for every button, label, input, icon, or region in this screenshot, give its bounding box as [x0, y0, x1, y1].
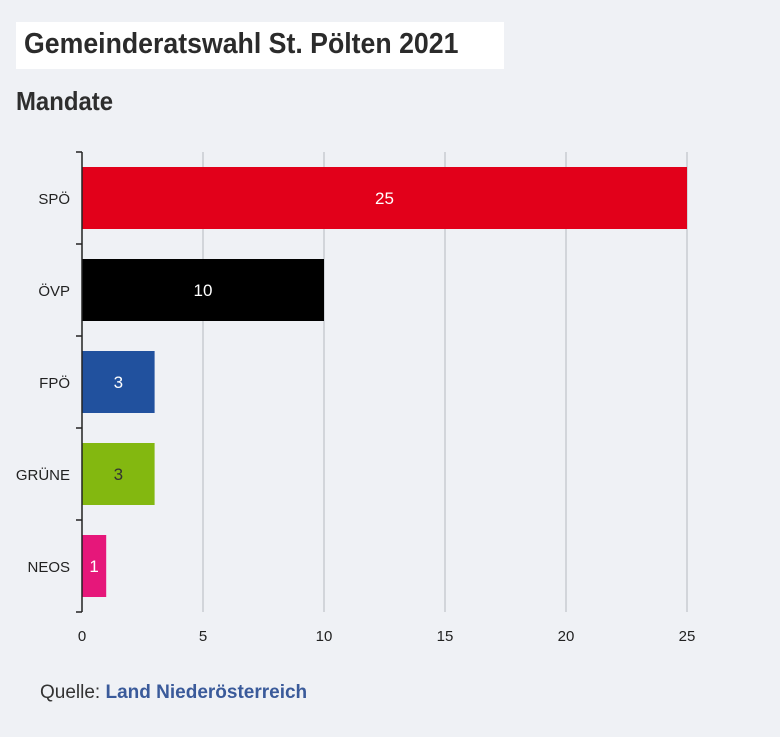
- category-label-3: GRÜNE: [16, 466, 70, 484]
- x-tick-label-2: 10: [316, 628, 333, 645]
- category-label-2: FPÖ: [39, 374, 70, 392]
- data-label-2: 3: [114, 373, 123, 392]
- bar-4: [82, 535, 107, 597]
- title-box: Gemeinderatswahl St. Pölten 2021: [16, 22, 505, 69]
- bar-2: [82, 351, 155, 413]
- x-tick-label-1: 5: [199, 628, 207, 645]
- data-label-4: 1: [89, 557, 98, 576]
- category-label-1: ÖVP: [38, 282, 70, 300]
- chart-title: Gemeinderatswahl St. Pölten 2021: [24, 28, 459, 60]
- data-label-3: 3: [114, 465, 123, 484]
- bar-chart: 25 SPÖ 10 ÖVP 3 FPÖ 3 GRÜNE 1 NEOS 0 5 10 15 20 25: [16, 151, 696, 645]
- category-label-4: NEOS: [27, 559, 70, 576]
- source-label: Quelle:: [40, 682, 101, 703]
- data-label-0: 25: [375, 189, 394, 208]
- bar-0: [82, 167, 687, 229]
- source-link[interactable]: Land Niederösterreich: [105, 682, 308, 703]
- x-tick-label-0: 0: [78, 628, 86, 645]
- category-label-0: SPÖ: [38, 190, 70, 208]
- chart-subtitle: Mandate: [16, 86, 114, 116]
- x-tick-label-4: 20: [558, 628, 575, 645]
- data-label-1: 10: [194, 281, 213, 300]
- x-tick-label-3: 15: [437, 628, 454, 645]
- x-tick-label-5: 25: [679, 628, 696, 645]
- bar-1: [82, 259, 324, 321]
- bar-3: [82, 443, 155, 505]
- source-line: Quelle: Land Niederösterreich: [40, 682, 307, 704]
